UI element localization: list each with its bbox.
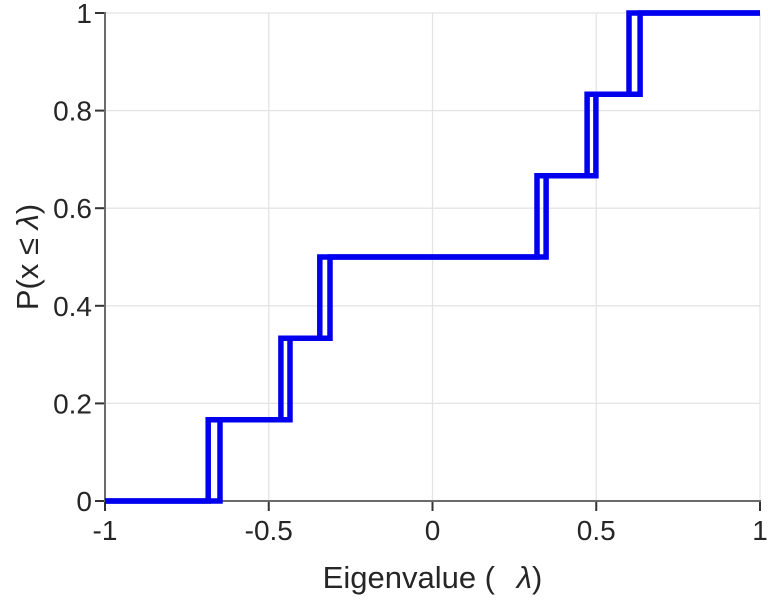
y-tick-label: 0	[76, 486, 92, 517]
x-tick-label: -1	[93, 515, 118, 546]
y-tick-label: 0.4	[53, 291, 92, 322]
y-tick-label: 0.8	[53, 96, 92, 127]
x-tick-label: -0.5	[245, 515, 293, 546]
y-axis-label: P(x ≤ λ)	[10, 203, 45, 311]
x-tick-label: 0	[425, 515, 441, 546]
x-tick-label: 1	[752, 515, 768, 546]
x-tick-label: 0.5	[577, 515, 616, 546]
y-tick-label: 0.2	[53, 388, 92, 419]
ecdf-steps-right	[105, 10, 760, 504]
y-tick-label: 0.6	[53, 193, 92, 224]
y-tick-label: 1	[76, 0, 92, 29]
x-axis-label: Eigenvalue ( λ)	[322, 560, 543, 595]
